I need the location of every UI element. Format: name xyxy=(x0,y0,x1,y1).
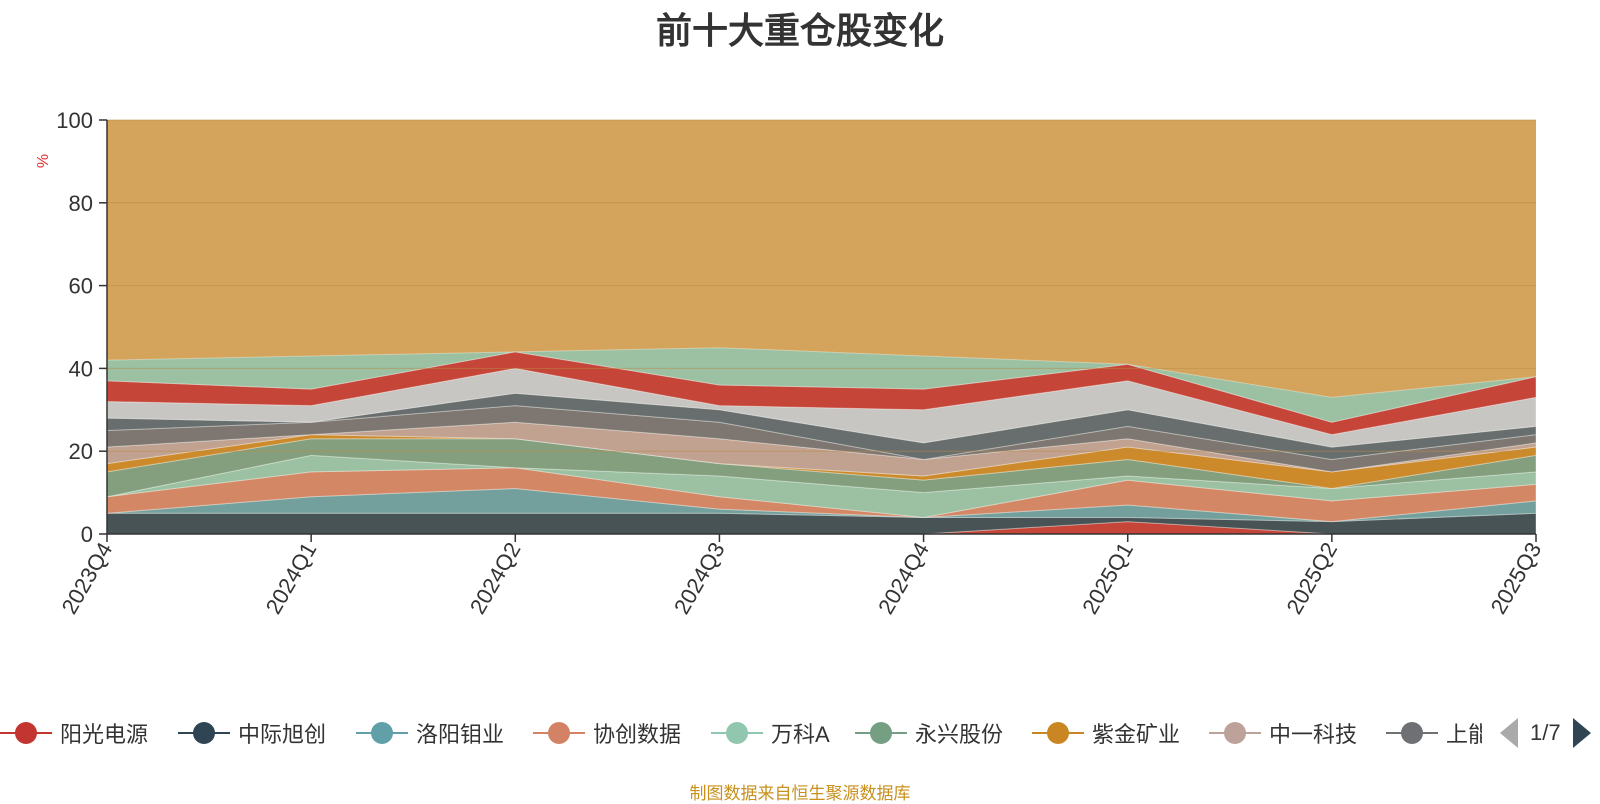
area-series-10 xyxy=(106,392,1537,460)
legend-label: 阳光电源 xyxy=(60,722,149,747)
area-series-5 xyxy=(106,454,1537,518)
area-series-9 xyxy=(106,405,1537,473)
legend-item[interactable]: 协创数据 xyxy=(533,715,681,751)
x-tick-label: 2024Q3 xyxy=(669,538,730,618)
legend-item[interactable]: 永兴股份 xyxy=(855,715,1003,751)
legend-page-indicator: 1/7 xyxy=(1530,720,1561,745)
legend-swatch-icon xyxy=(0,718,52,748)
legend-label: 中一科技 xyxy=(1269,722,1358,747)
legend-item[interactable]: 上能电气 xyxy=(1386,715,1482,751)
legend-label: 万科A xyxy=(771,722,830,747)
legend-swatch-icon xyxy=(533,718,585,748)
x-tick-label: 2024Q4 xyxy=(873,538,934,618)
x-tick-label: 2024Q1 xyxy=(261,538,322,618)
chart-title: 前十大重仓股变化 xyxy=(655,10,944,51)
legend-next-page-button[interactable] xyxy=(1572,718,1591,748)
series-areas xyxy=(106,347,1537,535)
legend-label: 上能电气 xyxy=(1446,722,1482,747)
y-tick-label: 40 xyxy=(69,356,93,381)
legend-item[interactable]: 中一科技 xyxy=(1209,715,1357,751)
legend-label: 洛阳钼业 xyxy=(416,722,505,747)
x-tick-label: 2025Q3 xyxy=(1486,538,1547,618)
source-note: 制图数据来自恒生聚源数据库 xyxy=(689,784,911,803)
stacked-area-chart: 0 20 40 60 80 100 2023Q4 2024Q1 2024Q2 2024Q3 2024… xyxy=(35,108,1547,618)
legend-swatch-icon xyxy=(178,718,230,748)
legend-swatch-icon xyxy=(1032,718,1084,748)
legend-item[interactable]: 紫金矿业 xyxy=(1032,715,1180,751)
legend-label: 永兴股份 xyxy=(915,722,1004,747)
legend-item[interactable]: 阳光电源 xyxy=(0,715,148,751)
y-axis-unit: % xyxy=(35,154,52,168)
legend-item[interactable]: 洛阳钼业 xyxy=(356,715,504,751)
y-tick-label: 80 xyxy=(69,191,93,216)
x-tick-label: 2023Q4 xyxy=(57,538,118,618)
legend-item[interactable]: 中际旭创 xyxy=(178,715,326,751)
x-tick-label: 2024Q2 xyxy=(465,538,526,618)
area-series-13 xyxy=(106,347,1537,423)
legend-swatch-icon xyxy=(1209,718,1261,748)
gridlines xyxy=(107,119,1536,452)
legend-swatch-icon xyxy=(711,718,763,748)
y-tick-label: 20 xyxy=(69,439,93,464)
y-tick-label: 60 xyxy=(69,274,93,299)
legend-swatch-icon xyxy=(855,718,907,748)
legend-pager: 1/7 xyxy=(1500,718,1591,748)
legend: 阳光电源 中际旭创 洛阳钼业 协创数据 万科A 永兴股份 紫金矿业 中一科技 上能电气 xyxy=(0,715,1600,755)
legend-label: 中际旭创 xyxy=(238,722,327,747)
legend-swatch-icon xyxy=(356,718,408,748)
legend-item[interactable]: 万科A xyxy=(711,715,830,751)
x-tick-label: 2025Q2 xyxy=(1281,538,1342,618)
legend-label: 协创数据 xyxy=(593,722,682,747)
legend-prev-page-button[interactable] xyxy=(1500,718,1518,748)
legend-swatch-icon xyxy=(1386,718,1438,748)
x-tick-label: 2025Q1 xyxy=(1077,538,1138,618)
y-tick-label: 100 xyxy=(56,108,93,133)
legend-label: 紫金矿业 xyxy=(1092,722,1181,747)
legend-items: 阳光电源 中际旭创 洛阳钼业 协创数据 万科A 永兴股份 紫金矿业 中一科技 上能电气 xyxy=(0,715,1482,755)
y-tick-label: 0 xyxy=(81,522,93,547)
